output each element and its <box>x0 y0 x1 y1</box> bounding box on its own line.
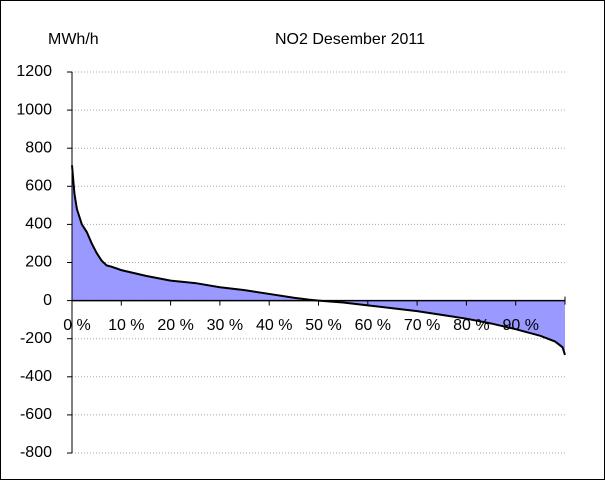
y-tick-label: 400 <box>25 216 52 233</box>
x-tick-label: 60 % <box>355 317 391 334</box>
y-tick-label: -800 <box>20 444 52 461</box>
line <box>71 165 566 356</box>
x-tick-label: 30 % <box>207 317 243 334</box>
y-tick-label: -600 <box>20 406 52 423</box>
x-tick-label: 70 % <box>404 317 440 334</box>
x-tick-label: 10 % <box>108 317 144 334</box>
chart-title: NO2 Desember 2011 <box>275 31 425 48</box>
x-tick-label: 90 % <box>502 317 538 334</box>
y-tick-label: -200 <box>20 330 52 347</box>
y-tick-label: 1200 <box>16 63 52 80</box>
area <box>72 165 565 355</box>
x-tick-label: 80 % <box>453 317 489 334</box>
y-tick-label: 1000 <box>16 101 52 118</box>
x-tick-label: 50 % <box>305 317 341 334</box>
y-tick-label: 600 <box>25 178 52 195</box>
x-tick-label: 40 % <box>256 317 292 334</box>
y-axis-label: MWh/h <box>48 31 99 48</box>
y-tick-label: -400 <box>20 368 52 385</box>
x-tick-label: 0 % <box>63 317 91 334</box>
y-tick-label: 800 <box>25 139 52 156</box>
x-tick-label: 20 % <box>157 317 193 334</box>
y-tick-label: 200 <box>25 254 52 271</box>
y-tick-label: 0 <box>43 292 52 309</box>
